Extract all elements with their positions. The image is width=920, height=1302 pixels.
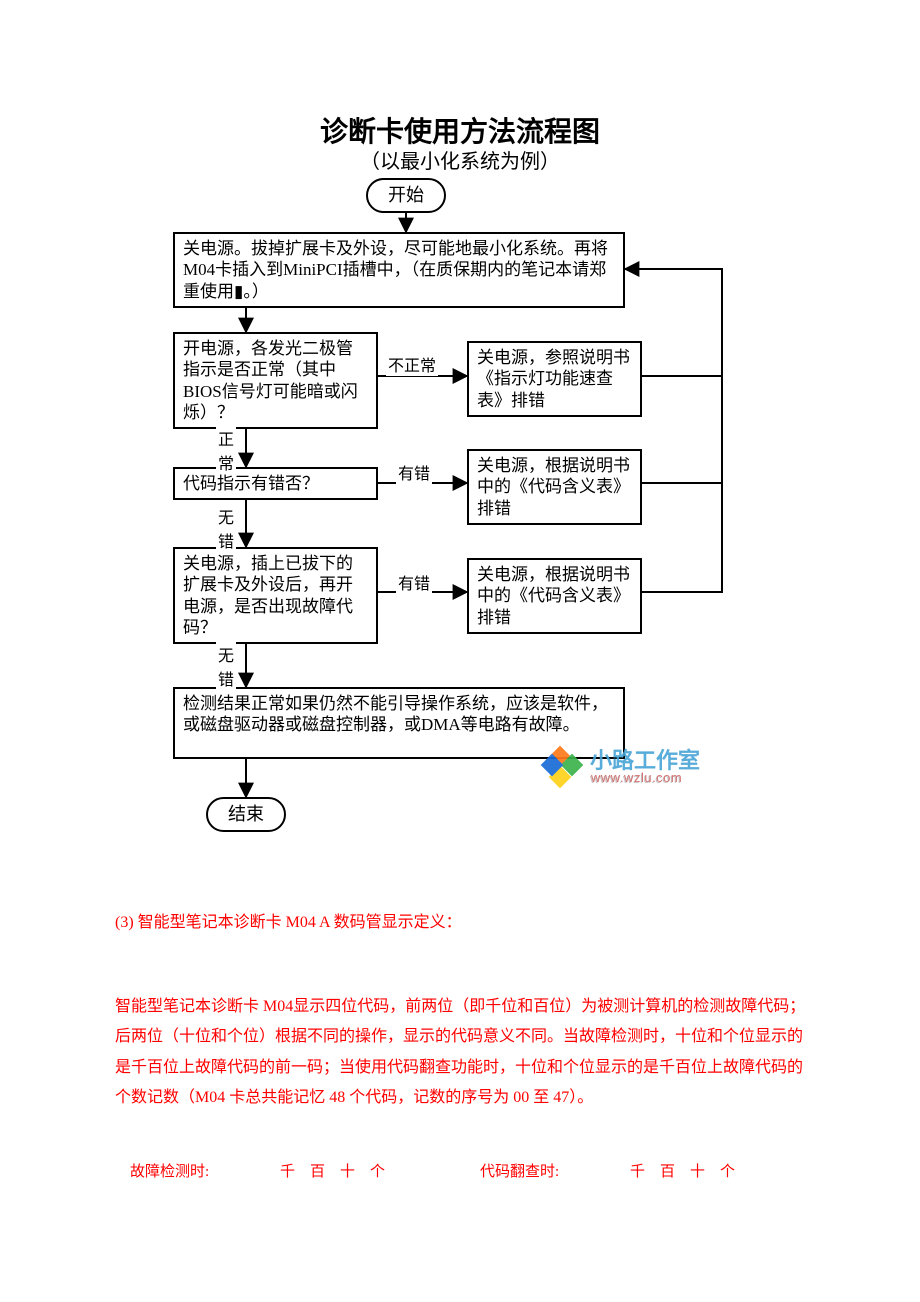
flow-node-step3: 代码指示有错否？ bbox=[173, 467, 378, 500]
flow-node-step1: 关电源。拔掉扩展卡及外设，尽可能地最小化系统。再将M04卡插入到MiniPCI插… bbox=[173, 232, 625, 308]
watermark-logo-icon bbox=[540, 745, 584, 789]
flow-node-step4: 关电源，插上已拔下的扩展卡及外设后，再开电源，是否出现故障代码？ bbox=[173, 547, 378, 644]
edge-label-3: 无 错 bbox=[216, 504, 236, 552]
edge-11 bbox=[642, 269, 722, 592]
edge-10 bbox=[642, 269, 722, 483]
footer-right-label: 代码翻查时: bbox=[480, 1160, 559, 1181]
flow-node-err2: 关电源，根据说明书中的《代码含义表》排错 bbox=[467, 449, 642, 525]
edge-label-7: 有错 bbox=[396, 460, 432, 484]
edge-label-8: 有错 bbox=[396, 570, 432, 594]
flow-node-err1: 关电源，参照说明书《指示灯功能速查表》排错 bbox=[467, 341, 642, 417]
footer-left-label: 故障检测时: bbox=[130, 1160, 209, 1181]
watermark-url: www.wzlu.comwww.wzlu.com bbox=[590, 772, 700, 784]
edge-label-2: 正 常 bbox=[216, 426, 236, 474]
flow-node-step2: 开电源，各发光二极管指示是否正常（其中BIOS信号灯可能暗或闪烁）？ bbox=[173, 332, 378, 429]
flowchart-title: 诊断卡使用方法流程图 bbox=[0, 110, 920, 150]
footer-left-digits: 千 百 十 个 bbox=[280, 1160, 385, 1181]
flow-node-end: 结束 bbox=[206, 797, 286, 832]
flowchart-subtitle: （以最小化系统为例） bbox=[0, 145, 920, 174]
section-body: 智能型笔记本诊断卡 M04显示四位代码，前两位（即千位和百位）为被测计算机的检测… bbox=[115, 992, 815, 1114]
document-page: 诊断卡使用方法流程图 （以最小化系统为例） 开始关电源。拔掉扩展卡及外设，尽可能… bbox=[0, 0, 920, 1302]
section-heading: (3) 智能型笔记本诊断卡 M04 A 数码管显示定义： bbox=[115, 908, 462, 932]
flow-node-err3: 关电源，根据说明书中的《代码含义表》排错 bbox=[467, 558, 642, 634]
edge-label-6: 不正常 bbox=[386, 352, 438, 376]
watermark-text: 小路工作室 bbox=[590, 749, 700, 772]
watermark: 小路工作室 www.wzlu.comwww.wzlu.com bbox=[540, 745, 700, 789]
edge-label-4: 无 错 bbox=[216, 642, 236, 690]
footer-right-digits: 千 百 十 个 bbox=[630, 1160, 735, 1181]
flow-node-start: 开始 bbox=[366, 178, 446, 213]
